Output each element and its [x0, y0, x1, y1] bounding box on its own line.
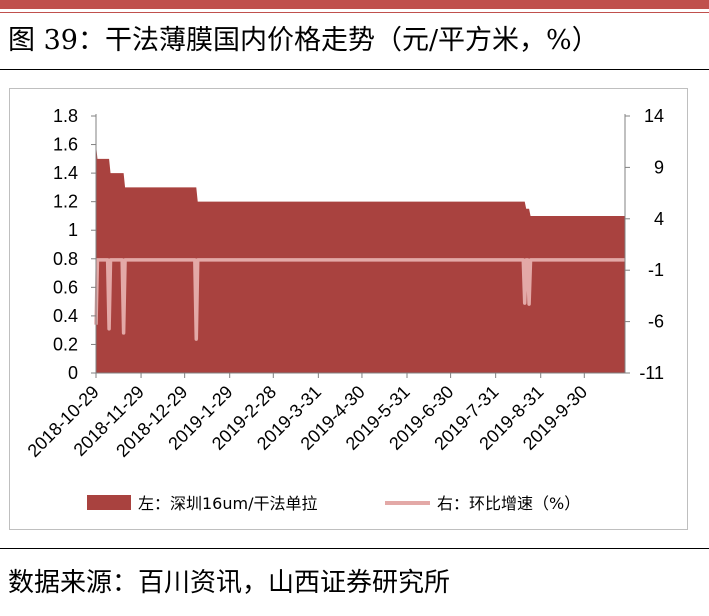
header-accent-band — [0, 0, 709, 9]
y-right-tick-label: -6 — [648, 312, 664, 332]
y-left-tick-label: 1.4 — [53, 163, 78, 183]
chart-frame — [9, 88, 688, 530]
y-left-tick-label: 0.4 — [53, 306, 78, 326]
plot-area — [94, 144, 625, 373]
title-rule — [0, 69, 709, 70]
header-accent-line — [0, 12, 709, 13]
y-left-tick-label: 1.6 — [53, 135, 78, 155]
y-left-tick-label: 1.8 — [53, 106, 78, 126]
y-left-tick-label: 0.8 — [53, 249, 78, 269]
legend-swatch-left-series — [87, 495, 131, 510]
legend-label-right-series: 右：环比增速（%） — [437, 494, 580, 513]
legend: 左：深圳16um/干法单拉 右：环比增速（%） — [87, 494, 580, 513]
y-right-tick-label: -1 — [648, 260, 664, 280]
y-right-tick-label: 9 — [654, 157, 664, 177]
y-left-tick-label: 0.6 — [53, 277, 78, 297]
y-left-tick-label: 1.2 — [53, 192, 78, 212]
y-left-tick-label: 0.2 — [53, 334, 78, 354]
footer-rule — [0, 548, 709, 549]
y-right-tick-label: -11 — [639, 363, 664, 383]
y-left-tick-label: 0 — [68, 363, 78, 383]
y-right-tick-label: 14 — [644, 106, 664, 126]
y-right-tick-label: 4 — [654, 209, 664, 229]
figure-title: 图 39：干法薄膜国内价格走势（元/平方米，%） — [8, 25, 599, 56]
y-left-tick-label: 1 — [68, 220, 78, 240]
data-source-note: 数据来源：百川资讯，山西证券研究所 — [8, 568, 451, 598]
series-line-right — [94, 258, 625, 341]
legend-label-left-series: 左：深圳16um/干法单拉 — [138, 494, 317, 513]
